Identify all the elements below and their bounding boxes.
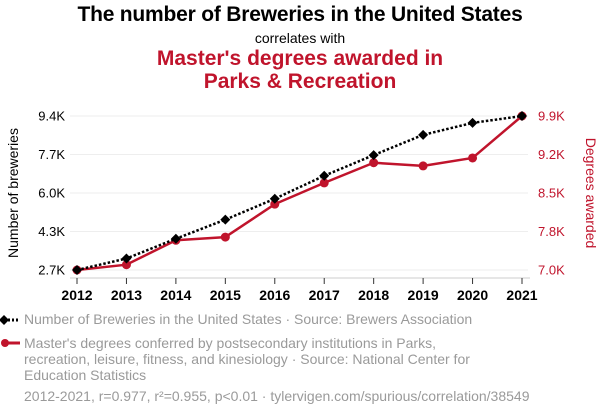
y-right-tick-label: 7.8K <box>538 224 565 239</box>
series-degrees-point <box>418 161 428 171</box>
x-tick-label: 2012 <box>61 287 92 303</box>
series-degrees-point <box>270 199 280 209</box>
x-tick-label: 2017 <box>309 287 340 303</box>
series-breweries-line <box>76 114 523 272</box>
series-degrees-point <box>319 178 329 188</box>
series-breweries-point <box>467 117 478 128</box>
series-group <box>72 111 527 275</box>
x-tick-label: 2013 <box>111 287 142 303</box>
y-left-tick-label: 9.4K <box>38 109 65 124</box>
y-left-tick-label: 4.3K <box>38 224 65 239</box>
series-degrees-point <box>220 232 230 242</box>
axes: 2.7K 4.3K 6.0K 7.7K 9.4K 7.0K 7.8K 8.5K 9.2K 9.9K… <box>38 109 565 304</box>
circle-solid-line-icon <box>1 339 20 347</box>
series-degrees-point <box>468 153 478 163</box>
series-breweries-point <box>121 253 132 264</box>
series-breweries-point <box>517 111 527 121</box>
series-breweries-point <box>368 150 379 161</box>
x-tick-label: 2021 <box>506 287 537 303</box>
x-tick-label: 2014 <box>160 287 191 303</box>
chart-title-secondary: Master's degrees awarded in Parks & Recr… <box>0 47 600 93</box>
x-tick-label: 2018 <box>358 287 389 303</box>
y-left-tick-label: 7.7K <box>38 147 65 162</box>
series-degrees-point <box>369 158 379 168</box>
series-breweries-point <box>220 214 231 225</box>
y-axis-right-label: Degrees awarded <box>583 138 599 249</box>
x-tick-label: 2015 <box>210 287 241 303</box>
legend-text-degrees: Master's degrees conferred by postsecond… <box>24 335 470 383</box>
x-tick-label: 2019 <box>408 287 439 303</box>
y-right-tick-label: 9.2K <box>538 147 565 162</box>
chart-title: The number of Breweries in the United St… <box>77 3 523 26</box>
series-degrees-point <box>121 260 131 270</box>
x-tick-label: 2020 <box>457 287 488 303</box>
footer-stats: 2012-2021, r=0.977, r²=0.955, p<0.01 · t… <box>24 388 530 404</box>
series-degrees-line <box>76 115 523 272</box>
y-axis-left-label: Number of breweries <box>5 128 21 258</box>
chart-title-secondary-text: Master's degrees awarded in Parks & Recr… <box>156 47 444 93</box>
legend-text-breweries: Number of Breweries in the United States… <box>24 311 473 327</box>
y-right-tick-label: 7.0K <box>538 263 565 278</box>
series-breweries-point <box>418 129 429 140</box>
diamond-dotted-line-icon <box>0 315 20 325</box>
y-left-tick-label: 6.0K <box>38 186 65 201</box>
series-breweries-point <box>319 170 330 181</box>
y-right-tick-label: 8.5K <box>538 186 565 201</box>
x-tick-label: 2016 <box>259 287 290 303</box>
series-breweries-point <box>170 233 181 244</box>
y-left-tick-label: 2.7K <box>38 263 65 278</box>
series-breweries-point <box>72 265 82 275</box>
chart-subtitle: correlates with <box>254 30 346 46</box>
y-right-tick-label: 9.9K <box>538 109 565 124</box>
series-breweries-point <box>269 193 280 204</box>
